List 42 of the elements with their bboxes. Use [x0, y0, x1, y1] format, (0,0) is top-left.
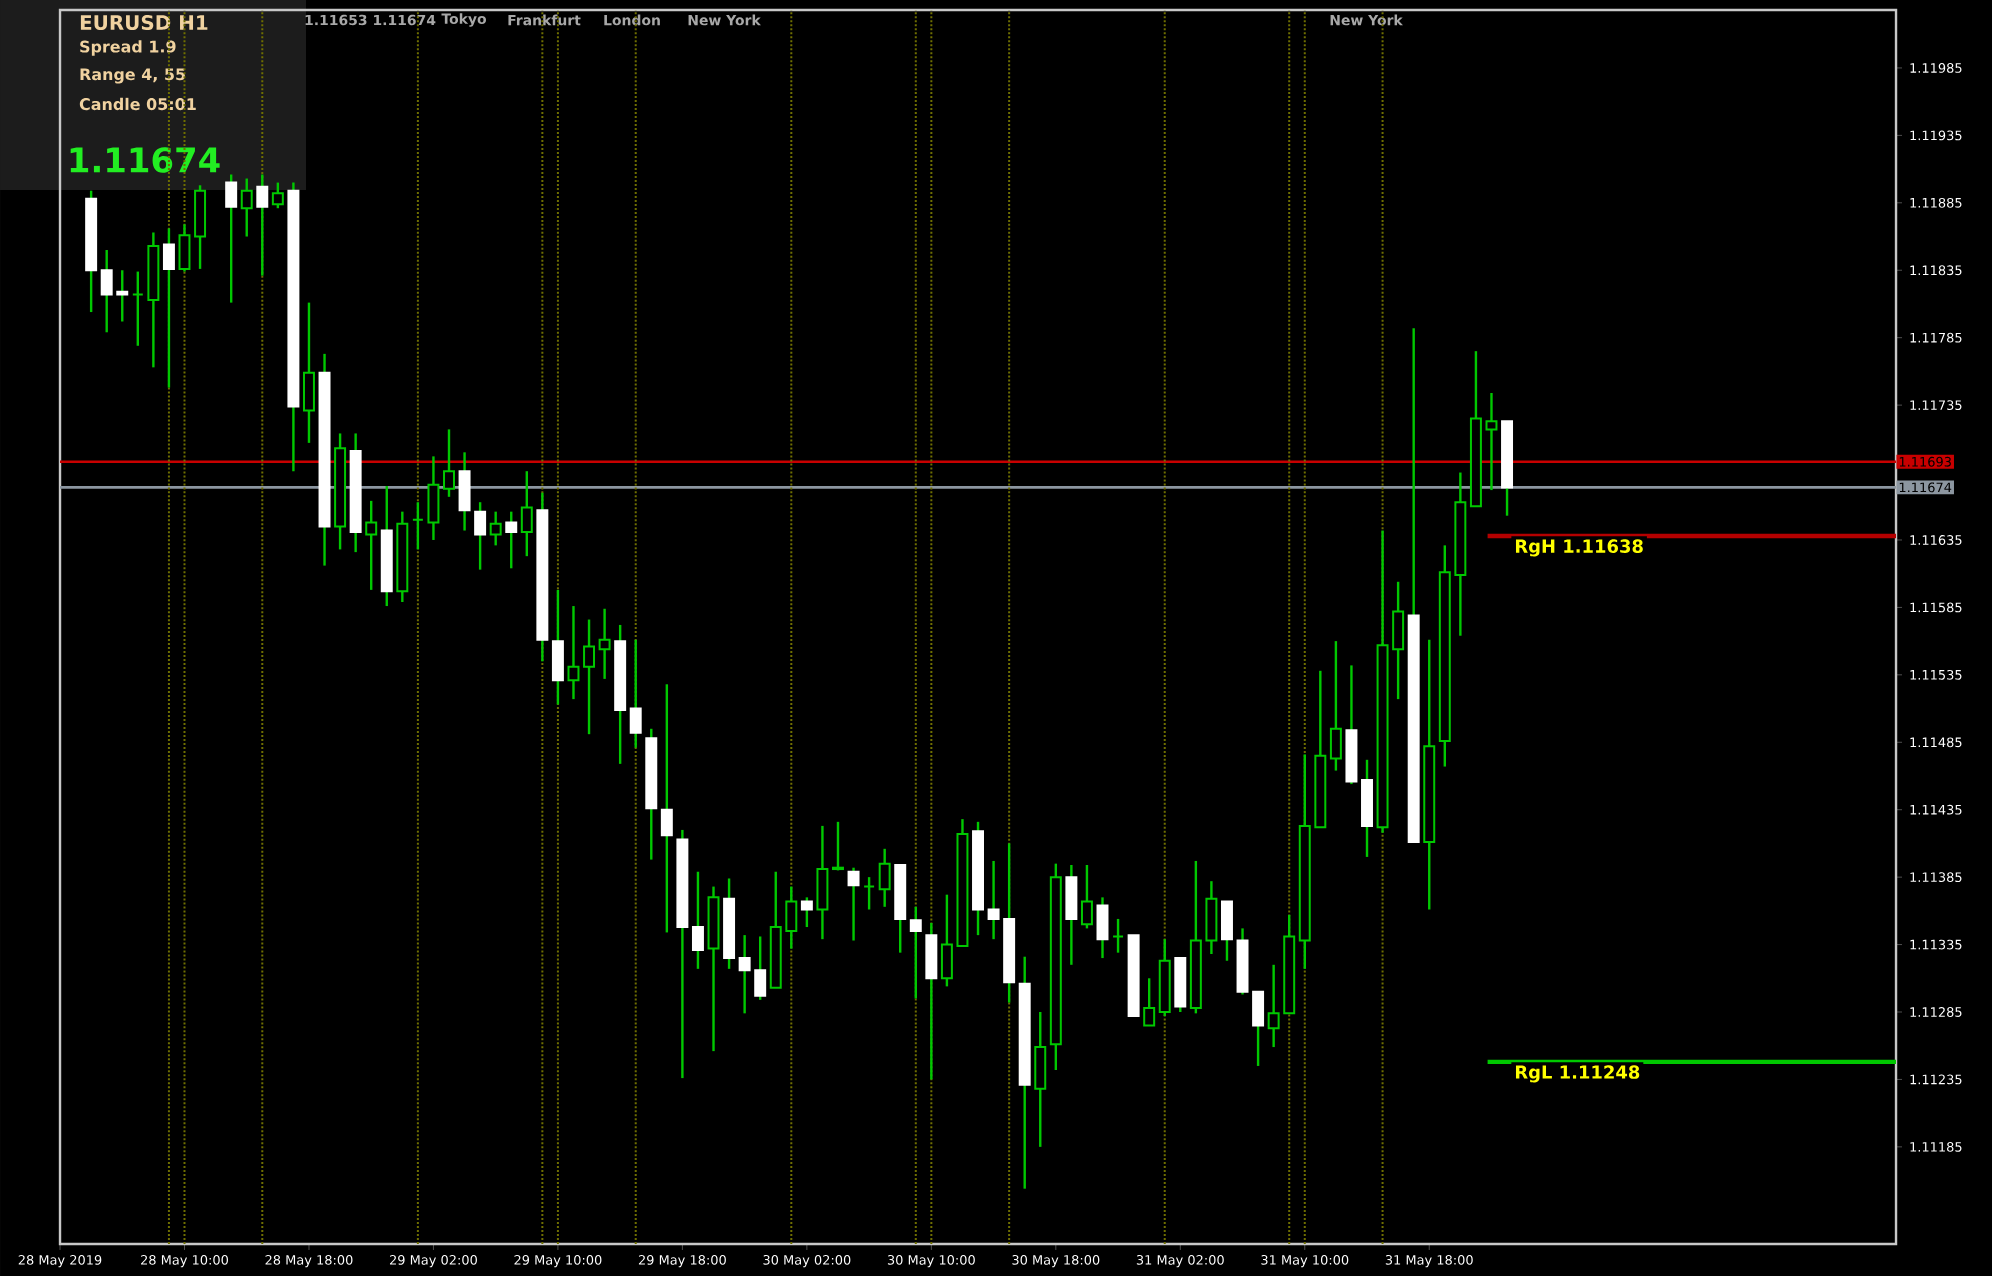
candlestick	[302, 301, 315, 445]
candlestick	[1220, 900, 1233, 962]
candlestick	[365, 499, 378, 592]
candlestick	[925, 921, 938, 1081]
candlestick	[1034, 1010, 1047, 1149]
candlestick	[1143, 977, 1156, 1027]
candlestick	[816, 824, 829, 941]
candlestick	[598, 607, 611, 681]
candlestick	[1096, 896, 1109, 960]
candlestick	[427, 455, 440, 542]
candlestick	[474, 501, 487, 571]
candlestick	[225, 173, 238, 304]
annotation: 1.11674	[70, 147, 220, 173]
ref-line-label: RgH 1.11638	[1515, 539, 1643, 557]
candlestick	[909, 905, 922, 1000]
candlestick	[178, 223, 191, 273]
candlestick	[411, 501, 424, 551]
candlestick	[1112, 917, 1125, 954]
candlestick	[194, 184, 207, 271]
candlestick	[1080, 863, 1093, 930]
candlestick	[240, 177, 253, 238]
candlestick	[567, 604, 580, 701]
candlestick	[520, 469, 533, 558]
candlestick	[131, 270, 144, 347]
candlestick	[847, 866, 860, 942]
candlestick	[660, 683, 673, 934]
ref-line-label: RgL 1.11248	[1515, 1065, 1640, 1083]
candlestick	[443, 428, 455, 499]
candlestick	[878, 847, 891, 908]
chart-title: EURUSD H1	[80, 14, 208, 31]
candlestick	[832, 820, 844, 872]
candlestick	[458, 451, 471, 532]
candlestick	[691, 870, 704, 971]
candlestick	[162, 227, 175, 389]
candlestick	[583, 618, 596, 736]
candlestick	[271, 181, 284, 210]
candlestick	[489, 510, 502, 547]
candlestick	[1361, 758, 1373, 859]
candlestick	[629, 638, 642, 749]
candlestick	[1485, 391, 1498, 492]
candlestick	[863, 875, 876, 911]
candlestick	[1329, 639, 1342, 772]
